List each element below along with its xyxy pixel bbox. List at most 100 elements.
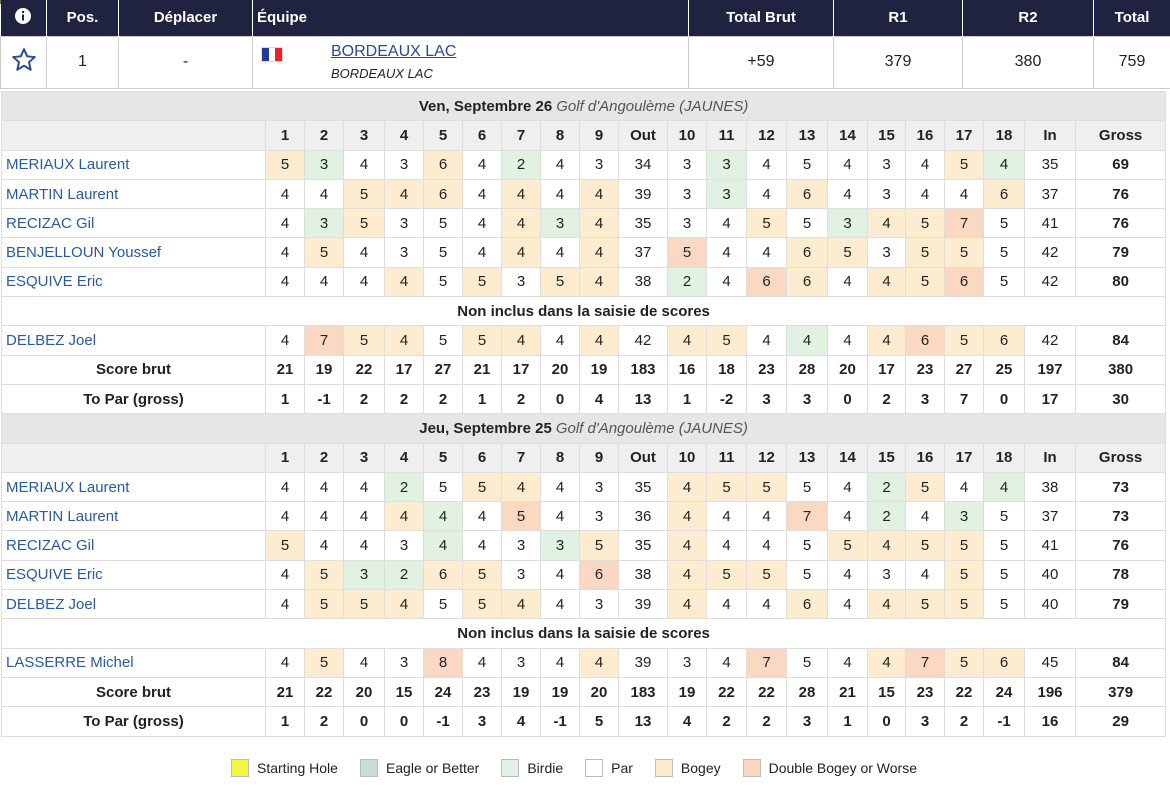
total-cell: 4 (501, 706, 541, 737)
score-cell: 5 (343, 589, 385, 620)
hole-header-cell: 3 (343, 442, 385, 473)
score-cell: 6 (423, 149, 463, 180)
total-cell: 17 (1024, 383, 1076, 415)
total-cell: 29 (1074, 706, 1167, 737)
team-name-link[interactable]: BORDEAUX LAC (331, 43, 457, 60)
score-cell: 4 (304, 266, 344, 298)
player-name-link[interactable]: DELBEZ Joel (1, 589, 266, 620)
total-label: Score brut (1, 354, 266, 385)
score-cell: 4 (827, 501, 868, 532)
score-cell: 4 (905, 501, 945, 532)
score-cell: 73 (1074, 501, 1167, 532)
score-cell: 5 (983, 530, 1025, 561)
player-name-link[interactable]: BENJELLOUN Youssef (1, 237, 266, 268)
score-cell: 34 (618, 149, 668, 180)
score-cell: 5 (304, 647, 344, 678)
score-cell: 4 (667, 559, 707, 591)
legend-item: Double Bogey or Worse (742, 759, 917, 777)
player-name-link[interactable]: DELBEZ Joel (1, 325, 266, 356)
player-name-link[interactable]: MARTIN Laurent (1, 501, 266, 532)
total-cell: 22 (343, 354, 385, 385)
score-cell: 5 (944, 589, 984, 620)
hole-header-cell: Out (618, 120, 668, 151)
hole-header-cell: 14 (827, 442, 868, 473)
score-cell: 3 (867, 237, 906, 268)
score-cell: 4 (667, 471, 707, 503)
score-cell: 5 (944, 530, 984, 561)
score-cell: 4 (540, 647, 580, 678)
score-cell: 39 (618, 178, 668, 210)
col-pos: Pos. (46, 0, 119, 36)
total-cell: 17 (384, 354, 424, 385)
score-cell: 5 (905, 530, 945, 561)
total-cell: -1 (540, 706, 580, 737)
total-cell: -1 (304, 383, 344, 415)
total-cell: 23 (905, 354, 945, 385)
col-team: Équipe (252, 0, 689, 36)
score-cell: 4 (706, 647, 747, 678)
score-cell: 40 (1024, 559, 1076, 591)
score-cell: 4 (579, 325, 619, 356)
player-name-link[interactable]: ESQUIVE Eric (1, 266, 266, 298)
score-cell: 7 (746, 647, 787, 678)
score-cell: 35 (618, 471, 668, 503)
score-cell: 5 (343, 325, 385, 356)
score-cell: 2 (867, 501, 906, 532)
score-cell: 4 (343, 266, 385, 298)
total-cell: 25 (983, 354, 1025, 385)
hole-header-cell: 1 (265, 442, 305, 473)
favorite-star-icon[interactable] (0, 35, 47, 89)
score-cell: 3 (667, 647, 707, 678)
score-cell: 4 (746, 178, 787, 210)
total-cell: 1 (265, 383, 305, 415)
score-cell: 8 (423, 647, 463, 678)
player-name-link[interactable]: ESQUIVE Eric (1, 559, 266, 591)
score-cell: 5 (983, 501, 1025, 532)
hole-header-cell: Gross (1074, 120, 1167, 151)
score-cell: 76 (1074, 178, 1167, 210)
score-cell: 39 (618, 589, 668, 620)
score-cell: 3 (304, 208, 344, 239)
score-cell: 2 (667, 266, 707, 298)
hole-header-cell: 7 (501, 442, 541, 473)
total-cell: 0 (983, 383, 1025, 415)
score-cell: 5 (944, 237, 984, 268)
total-cell: 379 (1074, 676, 1167, 708)
player-name-link[interactable]: MERIAUX Laurent (1, 471, 266, 503)
hole-header-cell: 9 (579, 442, 619, 473)
hole-header-cell: 2 (304, 120, 344, 151)
score-cell: 4 (265, 266, 305, 298)
team-move: - (118, 35, 253, 89)
score-cell: 5 (983, 589, 1025, 620)
total-cell: 183 (618, 354, 668, 385)
score-cell: 5 (944, 149, 984, 180)
score-cell: 3 (384, 237, 424, 268)
player-name-link[interactable]: LASSERRE Michel (1, 647, 266, 678)
score-cell: 3 (867, 559, 906, 591)
legend-label: Par (611, 760, 633, 776)
score-cell: 38 (618, 266, 668, 298)
score-brut-row: Score brut 21 19 22 17 27 21 17 20 19 183 16 18 23 28 2… (1, 354, 1167, 385)
total-cell: -1 (423, 706, 463, 737)
score-cell: 4 (540, 325, 580, 356)
score-cell: 5 (462, 325, 502, 356)
player-name-link[interactable]: RECIZAC Gil (1, 208, 266, 239)
player-name-link[interactable]: MERIAUX Laurent (1, 149, 266, 180)
total-cell: 4 (667, 706, 707, 737)
player-row: RECIZAC Gil 5 4 4 3 4 4 3 3 5 35 4 4 4 5 5 4 5 5 5 41 76 (1, 530, 1167, 561)
info-icon[interactable] (0, 0, 47, 36)
score-cell: 4 (667, 325, 707, 356)
score-cell: 4 (304, 530, 344, 561)
score-cell: 4 (827, 178, 868, 210)
legend-swatch (231, 759, 249, 777)
france-flag-icon (261, 47, 283, 62)
score-cell: 6 (786, 266, 828, 298)
player-name-link[interactable]: RECIZAC Gil (1, 530, 266, 561)
round-course: Golf d'Angoulème (JAUNES) (555, 419, 748, 437)
score-cell: 5 (905, 589, 945, 620)
score-cell: 5 (983, 266, 1025, 298)
player-name-link[interactable]: MARTIN Laurent (1, 178, 266, 210)
score-cell: 4 (867, 647, 906, 678)
score-cell: 5 (423, 325, 463, 356)
score-cell: 73 (1074, 471, 1167, 503)
